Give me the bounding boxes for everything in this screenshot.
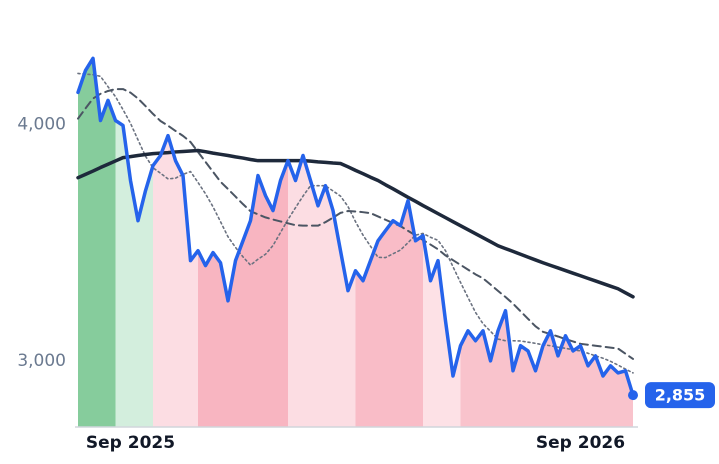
y-tick-label: 3,000	[17, 351, 66, 371]
series-line	[76, 148, 635, 299]
series-line	[76, 56, 635, 397]
labels: 3,000 4,000 Sep 2025 Sep 2026 2,855	[17, 115, 715, 453]
area-bands	[78, 58, 633, 428]
area-band	[423, 235, 461, 427]
y-tick-label: 4,000	[17, 115, 66, 135]
x-tick-label: Sep 2025	[86, 433, 175, 453]
x-tick-label: Sep 2026	[536, 433, 625, 453]
last-value-dot	[628, 390, 638, 401]
series-line	[77, 88, 634, 360]
area-band	[78, 58, 116, 427]
last-value-label: 2,855	[655, 386, 706, 405]
area-band	[115, 120, 153, 428]
area-band	[153, 135, 198, 427]
area-band	[198, 160, 288, 427]
area-band	[288, 155, 356, 428]
series-line	[77, 72, 634, 374]
lines	[76, 56, 635, 397]
last-value-badge	[645, 382, 715, 409]
